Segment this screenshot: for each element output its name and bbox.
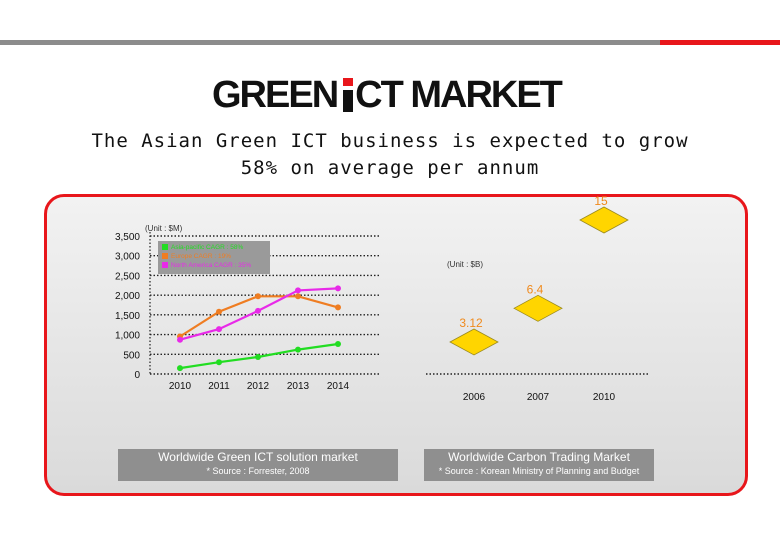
- series-point: [216, 359, 222, 366]
- brand-word-ct-market: CT MARKET: [355, 74, 563, 116]
- left-y-tick-label: 1,500: [115, 311, 140, 322]
- carbon-market-value-label: 15: [594, 194, 608, 208]
- carbon-market-marker: [579, 206, 629, 234]
- series-point: [335, 285, 341, 292]
- left-x-tick-label: 2010: [169, 381, 192, 392]
- legend-entry: Europe CAGR : 19%: [171, 253, 231, 260]
- series-point: [335, 304, 341, 311]
- series-point: [216, 326, 222, 333]
- subtitle-line-1: The Asian Green ICT business is expected…: [91, 130, 689, 152]
- legend-entry: Asia-pacific CAGR : 58%: [171, 244, 243, 251]
- carbon-market-value-label: 3.12: [459, 316, 483, 330]
- subtitle-line-2: 58% on average per annum: [240, 157, 540, 179]
- right-x-tick-label: 2007: [527, 392, 550, 403]
- page-brand-title: GREEN CT MARKET: [212, 74, 563, 118]
- series-line: [179, 295, 339, 338]
- brand-word-green: GREEN: [212, 74, 339, 116]
- legend-swatch: [162, 244, 168, 250]
- legend-box: [158, 241, 270, 274]
- carbon-market-marker: [449, 328, 499, 356]
- right-unit-label: (Unit : $B): [447, 260, 483, 269]
- left-chart-caption-box: Worldwide Green ICT solution market * So…: [118, 449, 398, 481]
- left-x-tick-label: 2013: [287, 381, 310, 392]
- left-chart-caption: Worldwide Green ICT solution market: [158, 450, 358, 464]
- series-point: [255, 293, 261, 300]
- left-y-tick-label: 3,000: [115, 252, 140, 263]
- carbon-market-marker: [513, 294, 563, 322]
- left-y-tick-label: 0: [134, 370, 140, 381]
- series-point: [255, 354, 261, 360]
- legend-entry: North America CAGR : 35%: [171, 262, 251, 269]
- series-point: [177, 365, 183, 372]
- left-x-tick-label: 2011: [208, 381, 230, 392]
- series-point: [335, 341, 341, 347]
- left-x-tick-label: 2014: [327, 381, 350, 392]
- left-y-tick-label: 3,500: [115, 232, 140, 243]
- left-chart-source: * Source : Forrester, 2008: [206, 466, 310, 476]
- right-chart-caption: Worldwide Carbon Trading Market: [448, 450, 630, 464]
- series-point: [255, 307, 261, 314]
- legend-swatch: [162, 262, 168, 268]
- top-rule-accent: [660, 40, 780, 45]
- chart-panel: [44, 194, 748, 496]
- page-subtitle: The Asian Green ICT business is expected…: [90, 128, 690, 182]
- right-chart-source: * Source : Korean Ministry of Planning a…: [438, 466, 640, 476]
- right-x-tick-label: 2010: [593, 392, 616, 403]
- series-point: [216, 308, 222, 315]
- right-x-tick-label: 2006: [463, 392, 486, 403]
- brand-i-mark-icon: [343, 78, 354, 112]
- carbon-market-value-label: 6.4: [527, 282, 544, 296]
- series-point: [177, 336, 183, 343]
- series-point: [295, 293, 301, 300]
- left-y-tick-label: 2,000: [115, 291, 140, 302]
- left-y-tick-label: 500: [123, 350, 140, 361]
- left-x-tick-label: 2012: [247, 381, 270, 392]
- right-chart-caption-box: Worldwide Carbon Trading Market * Source…: [424, 449, 654, 481]
- legend-swatch: [162, 253, 168, 259]
- left-y-tick-label: 1,000: [115, 331, 140, 342]
- series-point: [295, 287, 301, 294]
- left-unit-label: (Unit : $M): [145, 224, 183, 233]
- left-y-tick-label: 2,500: [115, 271, 140, 282]
- top-rule: [0, 40, 660, 45]
- series-point: [295, 346, 301, 353]
